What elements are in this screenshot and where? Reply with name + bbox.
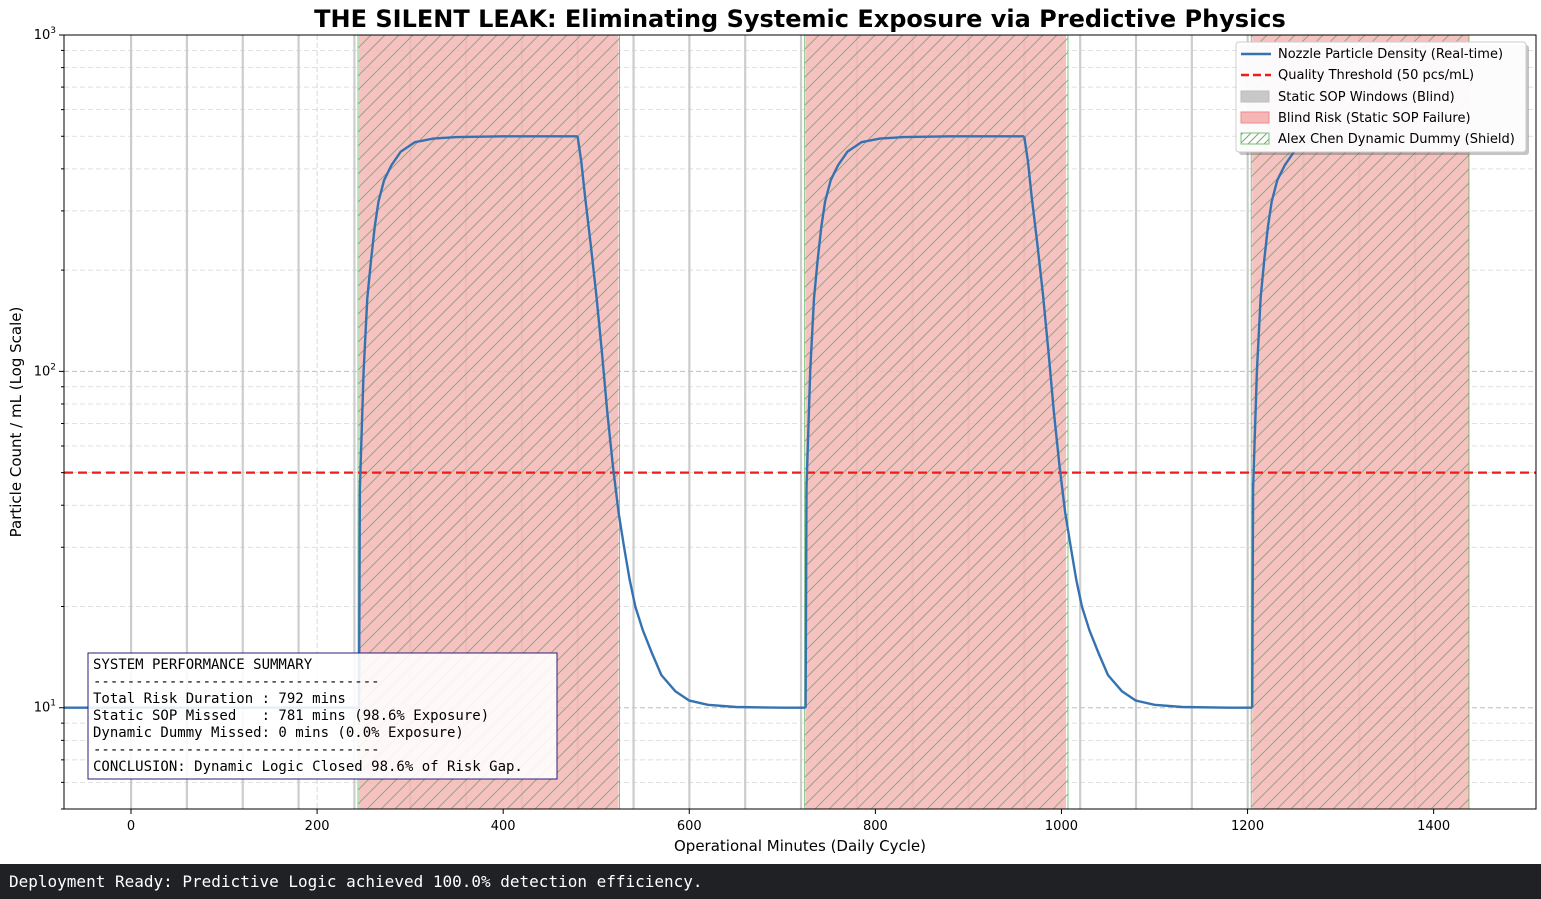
summary-line-dynamic-missed: Dynamic Dummy Missed: 0 mins (0.0% Expos… <box>93 725 464 741</box>
legend-label-dummy: Alex Chen Dynamic Dummy (Shield) <box>1278 132 1515 147</box>
sop-window <box>1079 35 1082 809</box>
summary-line-divider: ---------------------------------- <box>93 674 380 690</box>
summary-line-divider-2: ---------------------------------- <box>93 742 380 758</box>
chart: THE SILENT LEAK: Eliminating Systemic Ex… <box>7 5 1537 855</box>
legend-swatch-risk <box>1240 111 1270 124</box>
x-tick-label: 1400 <box>1417 819 1450 834</box>
x-tick-label: 1200 <box>1231 819 1264 834</box>
summary-line-total-risk: Total Risk Duration : 792 mins <box>93 691 346 707</box>
x-tick-label: 1000 <box>1045 819 1078 834</box>
status-bar: Deployment Ready: Predictive Logic achie… <box>0 864 1541 899</box>
plot-frame <box>63 34 1537 810</box>
x-tick-label: 800 <box>863 819 888 834</box>
y-tick-label: 103 <box>34 26 56 43</box>
sop-window <box>297 35 300 809</box>
y-tick-label: 101 <box>34 699 56 716</box>
dynamic-dummy-region <box>1251 35 1470 809</box>
blind-risk-regions <box>357 35 1470 809</box>
summary-box: SYSTEM PERFORMANCE SUMMARY -------------… <box>87 652 558 780</box>
legend-label-threshold: Quality Threshold (50 pcs/mL) <box>1278 68 1474 83</box>
legend-label-sop: Static SOP Windows (Blind) <box>1278 90 1455 105</box>
legend-label-risk: Blind Risk (Static SOP Failure) <box>1278 111 1471 126</box>
density-line-segment <box>576 136 806 709</box>
y-tick-label: 102 <box>34 362 56 379</box>
legend-label-density: Nozzle Particle Density (Real-time) <box>1278 47 1503 62</box>
summary-line-title: SYSTEM PERFORMANCE SUMMARY <box>93 657 313 673</box>
sop-window <box>1134 35 1138 809</box>
sop-window <box>744 35 747 809</box>
sop-window <box>129 35 133 809</box>
sop-window <box>353 35 356 809</box>
sop-window <box>688 35 691 809</box>
sop-window <box>632 35 635 809</box>
sop-window <box>241 35 244 809</box>
y-axis-label: Particle Count / mL (Log Scale) <box>7 307 25 538</box>
summary-line-conclusion: CONCLUSION: Dynamic Logic Closed 98.6% o… <box>93 759 523 775</box>
sop-window <box>1190 35 1193 809</box>
x-tick-label: 200 <box>305 819 330 834</box>
dynamic-dummy-region <box>804 35 1068 809</box>
density-line-segment <box>804 135 1025 708</box>
x-axis-label: Operational Minutes (Daily Cycle) <box>674 837 926 855</box>
x-tick-label: 400 <box>491 819 516 834</box>
sop-window <box>1246 35 1249 809</box>
legend: Nozzle Particle Density (Real-time) Qual… <box>1235 41 1529 155</box>
axes: 0 200 400 600 800 1000 1200 1400 101 102 103 <box>34 26 1450 834</box>
legend-swatch-dummy <box>1240 132 1270 145</box>
summary-line-static-missed: Static SOP Missed : 781 mins (98.6% Expo… <box>93 708 489 724</box>
sop-window <box>185 35 189 809</box>
density-line-segment <box>1023 136 1253 709</box>
x-tick-label: 600 <box>677 819 702 834</box>
chart-title: THE SILENT LEAK: Eliminating Systemic Ex… <box>314 5 1286 33</box>
x-tick-label: 0 <box>127 819 135 834</box>
density-line-segment <box>64 135 578 709</box>
legend-swatch-sop <box>1240 90 1270 103</box>
sop-window <box>799 35 803 809</box>
